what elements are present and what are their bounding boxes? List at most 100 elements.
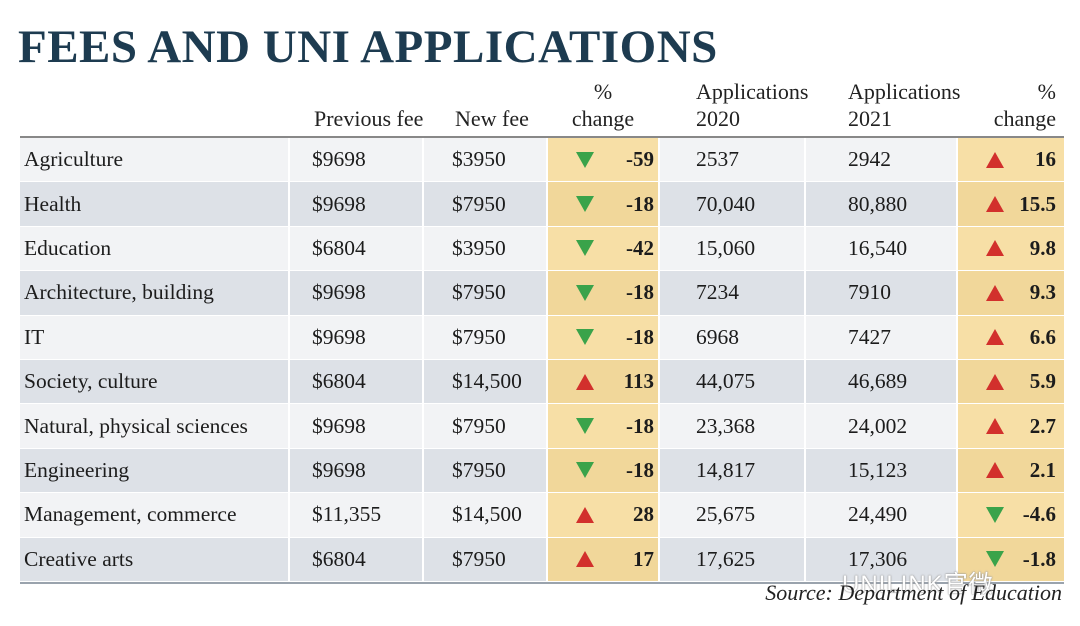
cell-apps2021: 7910 [848,280,891,305]
pct-cell-background [548,404,658,448]
cell-background [20,537,288,581]
column-header-line: Applications [848,79,961,104]
cell-field: IT [24,324,45,349]
up-arrow-icon [986,418,1004,435]
up-arrow-icon [986,196,1004,213]
cell-background [660,182,804,226]
pct-cell-background [958,493,1064,537]
cell-fee-change: 17 [576,538,654,581]
cell-background [424,448,546,493]
table-bottom-rule [20,582,1064,584]
pct-value: -18 [626,191,654,216]
cell-field: Agriculture [24,147,124,172]
pct-value: 15.5 [1019,191,1056,216]
column-header-apps2020: Applications 2020 [696,78,808,132]
pct-cell-background [548,226,658,271]
cell-apps2021: 17,306 [848,546,908,571]
pct-cell-background [958,182,1064,226]
down-arrow-icon [576,240,594,257]
cell-background [20,315,288,359]
cell-background [20,359,288,404]
column-header-apps-change: % change [958,78,1056,132]
column-header-line: % [1037,79,1056,104]
cell-prev-fee: $9698 [312,457,366,482]
pct-cell-background [548,359,658,404]
cell-apps2021: 80,880 [848,191,908,216]
pct-value: 6.6 [1029,324,1056,349]
fees-table: Previous fee New fee% change Applications 20… [20,76,1064,584]
cell-background [424,359,546,404]
pct-cell-background [958,226,1064,271]
column-header-line: Applications [696,79,809,104]
cell-background [660,271,804,315]
column-header-fee-change: % change [548,78,658,132]
pct-value: -1.8 [1022,546,1056,571]
pct-value: 16 [1035,147,1056,172]
cell-prev-fee: $6804 [312,369,366,394]
cell-background [806,138,956,182]
cell-background [806,182,956,226]
pct-value: -4.6 [1022,502,1056,527]
cell-prev-fee: $9698 [312,280,366,305]
cell-new-fee: $14,500 [452,369,522,394]
down-arrow-icon [576,284,594,301]
pct-value: -18 [626,324,654,349]
cell-apps2020: 2537 [696,147,739,172]
pct-value: 2.7 [1029,413,1056,438]
up-arrow-icon [986,240,1004,257]
pct-cell-background [958,315,1064,359]
table-row: Health $9698 $7950 70,040 80,880 -18 15.5 [20,182,1064,227]
table-row: Architecture, building $9698 $7950 7234 7910… [20,271,1064,316]
table-row: Management, commerce $11,355 $14,500 25,675… [20,493,1064,538]
cell-background [806,359,956,404]
cell-new-fee: $7950 [452,546,506,571]
cell-background [290,359,422,404]
pct-cell-background [958,138,1064,182]
cell-background [806,448,956,493]
cell-background [290,226,422,271]
cell-apps2021: 2942 [848,147,891,172]
column-header-line: 2020 [696,106,740,131]
cell-background [806,315,956,359]
cell-background [806,404,956,448]
down-arrow-icon [576,418,594,435]
cell-new-fee: $3950 [452,147,506,172]
cell-background [20,226,288,271]
cell-apps-change: 2.7 [986,404,1056,447]
cell-background [290,493,422,537]
cell-apps2020: 14,817 [696,457,756,482]
cell-background [290,537,422,581]
cell-apps2020: 17,625 [696,546,756,571]
cell-fee-change: -59 [576,138,654,181]
cell-apps-change: 16 [986,138,1056,181]
table-row: Creative arts $6804 $7950 17,625 17,306 17 -1.… [20,537,1064,582]
pct-cell-background [958,404,1064,448]
table-row: Engineering $9698 $7950 14,817 15,123 -18 2.1 [20,448,1064,494]
cell-apps2021: 15,123 [848,457,908,482]
watermark-text: UNILINK官微 [842,571,994,598]
cell-background [660,359,804,404]
cell-apps-change: 9.8 [986,227,1056,270]
up-arrow-icon [576,373,594,390]
down-arrow-icon [576,462,594,479]
cell-background [290,404,422,448]
cell-apps2020: 25,675 [696,502,756,527]
cell-prev-fee: $6804 [312,235,366,260]
cell-background [660,493,804,537]
pct-value: -18 [626,457,654,482]
cell-background [660,138,804,182]
cell-apps2021: 46,689 [848,369,908,394]
cell-background [660,226,804,271]
cell-background [424,226,546,271]
pct-cell-background [958,448,1064,493]
cell-fee-change: -42 [576,227,654,270]
column-header-line: change [571,106,635,131]
cell-apps2020: 7234 [696,280,739,305]
up-arrow-icon [986,284,1004,301]
up-arrow-icon [986,151,1004,168]
pct-value: 28 [633,502,654,527]
cell-background [660,315,804,359]
source-note: Source: Department of Education [765,580,1062,605]
cell-field: Engineering [24,457,130,482]
column-header-line: % [593,79,613,104]
